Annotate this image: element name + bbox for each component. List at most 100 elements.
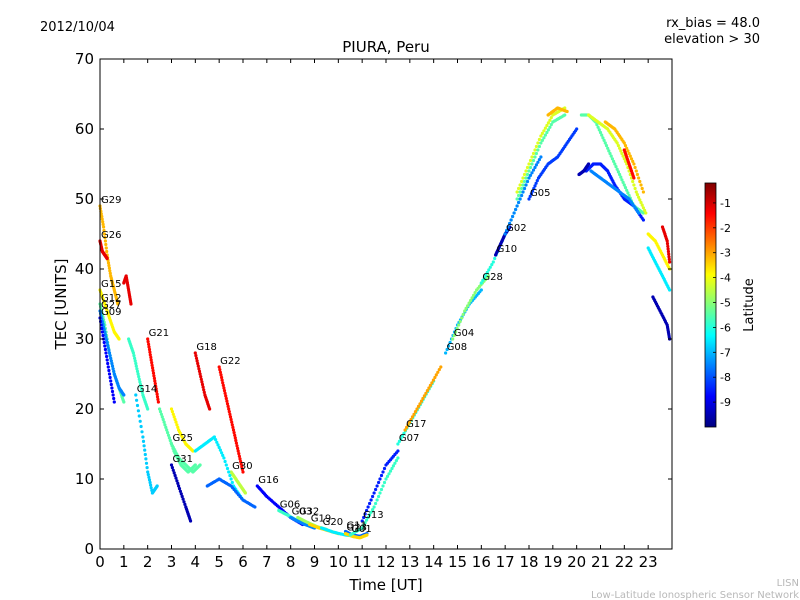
tec-point xyxy=(103,347,107,352)
tec-point xyxy=(168,438,172,443)
tec-point xyxy=(178,489,182,493)
tec-point xyxy=(565,109,569,114)
tec-point xyxy=(152,374,156,378)
tec-point xyxy=(422,394,426,398)
tec-point xyxy=(520,179,524,184)
tec-point xyxy=(622,141,626,145)
tec-point xyxy=(241,470,245,474)
tec-point xyxy=(147,347,152,352)
tec-point xyxy=(222,456,226,460)
x-axis: 0 1 2 3 4 5 6 7 8 9 10 11 12 13 14 15 16 17 18 19 20 21 22 23 xyxy=(95,59,658,571)
tec-point xyxy=(619,175,623,179)
tec-point xyxy=(99,319,103,324)
tec-point xyxy=(112,400,116,404)
tec-point xyxy=(105,354,109,359)
x-tick-label: 15 xyxy=(448,553,467,571)
tec-point xyxy=(140,430,144,434)
tec-point xyxy=(136,372,140,376)
tec-point xyxy=(618,172,622,177)
tec-point xyxy=(100,330,104,334)
tec-point xyxy=(167,436,171,440)
x-tick-label: 9 xyxy=(310,553,320,571)
tec-point xyxy=(598,130,603,135)
footer-network: Low-Latitude Ionospheric Sensor Network xyxy=(591,590,799,600)
tec-point xyxy=(237,454,241,458)
tec-point xyxy=(234,438,238,443)
tec-point xyxy=(447,344,451,348)
tec-point xyxy=(586,162,591,166)
tec-point xyxy=(172,471,176,475)
tec-point xyxy=(384,477,388,481)
tec-point xyxy=(149,355,153,359)
tec-point xyxy=(425,389,429,393)
tec-point xyxy=(109,356,113,360)
tec-point xyxy=(522,172,527,177)
tec-point xyxy=(372,505,376,509)
y-tick-label: 40 xyxy=(75,260,94,278)
tec-point xyxy=(524,169,528,173)
colorbar-ticks: -1 -2 -3 -4 -5 -6 -7 -8 -9 xyxy=(713,197,731,409)
tec-point xyxy=(418,402,422,406)
tec-point xyxy=(107,351,112,355)
tec-point xyxy=(221,383,225,387)
tec-point xyxy=(172,415,176,419)
tec-point xyxy=(421,396,425,401)
tec-point xyxy=(235,444,239,448)
tec-point xyxy=(109,359,113,363)
tec-point xyxy=(106,365,110,369)
y-axis: 0 10 20 30 40 50 60 70 xyxy=(75,50,672,558)
y-tick-label: 0 xyxy=(84,540,94,558)
tec-point xyxy=(138,380,142,384)
satellite-label: G28 xyxy=(482,272,502,283)
tec-point xyxy=(374,487,378,492)
tec-point xyxy=(166,431,170,435)
satellite-label: G10 xyxy=(497,244,517,255)
tec-point xyxy=(144,457,148,461)
tec-point xyxy=(152,376,156,380)
tec-point xyxy=(104,242,108,247)
tec-point xyxy=(226,404,230,408)
tec-point xyxy=(528,158,533,163)
tec-point xyxy=(253,505,257,509)
tec-point xyxy=(668,288,672,292)
tec-point xyxy=(667,252,671,256)
tec-point xyxy=(139,385,143,389)
tec-point xyxy=(424,391,428,395)
y-tick-label: 60 xyxy=(75,120,94,138)
x-tick-label: 19 xyxy=(543,553,562,571)
tec-point xyxy=(107,372,112,376)
tec-point xyxy=(431,378,435,382)
satellite-label: G22 xyxy=(220,356,240,367)
tec-point xyxy=(102,327,106,331)
tec-point xyxy=(135,369,140,373)
tec-point xyxy=(644,211,648,215)
tec-point xyxy=(151,366,155,370)
tec-point xyxy=(638,179,642,184)
tec-point xyxy=(463,309,467,313)
tec-point xyxy=(615,141,619,145)
tec-point xyxy=(419,399,424,403)
tec-point xyxy=(164,425,168,429)
tec-point xyxy=(117,337,121,341)
tec-point xyxy=(239,462,243,466)
tec-point xyxy=(396,456,400,460)
tec-point xyxy=(107,348,111,352)
tec-point xyxy=(604,144,609,148)
x-tick-label: 13 xyxy=(400,553,419,571)
tec-point xyxy=(135,403,140,408)
tec-point xyxy=(175,423,179,427)
tec-point xyxy=(563,113,567,117)
tec-point xyxy=(230,480,234,485)
tec-point xyxy=(487,268,491,272)
tec-point xyxy=(515,190,519,194)
tec-point xyxy=(460,316,464,320)
satellite-label: G20 xyxy=(323,517,343,528)
tec-point xyxy=(406,423,410,427)
x-tick-label: 17 xyxy=(496,553,515,571)
tec-point xyxy=(641,190,646,194)
tec-point xyxy=(138,419,142,423)
tec-point xyxy=(151,368,155,373)
tec-point xyxy=(621,154,625,158)
tec-point xyxy=(618,146,622,150)
